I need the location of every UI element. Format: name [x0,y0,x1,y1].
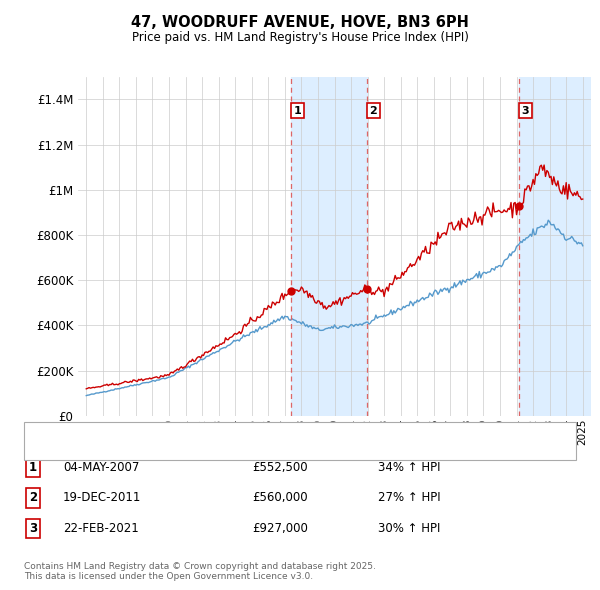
Bar [291,77,367,416]
Text: Price paid vs. HM Land Registry's House Price Index (HPI): Price paid vs. HM Land Registry's House … [131,31,469,44]
Text: ——: —— [33,445,58,458]
Text: 47, WOODRUFF AVENUE, HOVE, BN3 6PH (detached house): 47, WOODRUFF AVENUE, HOVE, BN3 6PH (deta… [63,428,394,437]
Text: HPI: Average price, detached house, Brighton and Hove: HPI: Average price, detached house, Brig… [63,447,374,456]
Text: £927,000: £927,000 [252,522,308,535]
Text: 3: 3 [29,522,37,535]
Text: 27% ↑ HPI: 27% ↑ HPI [378,491,440,504]
Text: 3: 3 [521,106,529,116]
Text: 47, WOODRUFF AVENUE, HOVE, BN3 6PH: 47, WOODRUFF AVENUE, HOVE, BN3 6PH [131,15,469,30]
Text: 30% ↑ HPI: 30% ↑ HPI [378,522,440,535]
Text: 1: 1 [29,461,37,474]
Text: 04-MAY-2007: 04-MAY-2007 [63,461,139,474]
Text: 19-DEC-2011: 19-DEC-2011 [63,491,142,504]
Bar [519,77,591,416]
Text: 2: 2 [370,106,377,116]
Text: 2: 2 [29,491,37,504]
Text: 22-FEB-2021: 22-FEB-2021 [63,522,139,535]
Text: 1: 1 [293,106,301,116]
Text: ——: —— [33,426,58,439]
Text: 34% ↑ HPI: 34% ↑ HPI [378,461,440,474]
Text: Contains HM Land Registry data © Crown copyright and database right 2025.
This d: Contains HM Land Registry data © Crown c… [24,562,376,581]
Text: £552,500: £552,500 [252,461,308,474]
Text: £560,000: £560,000 [252,491,308,504]
